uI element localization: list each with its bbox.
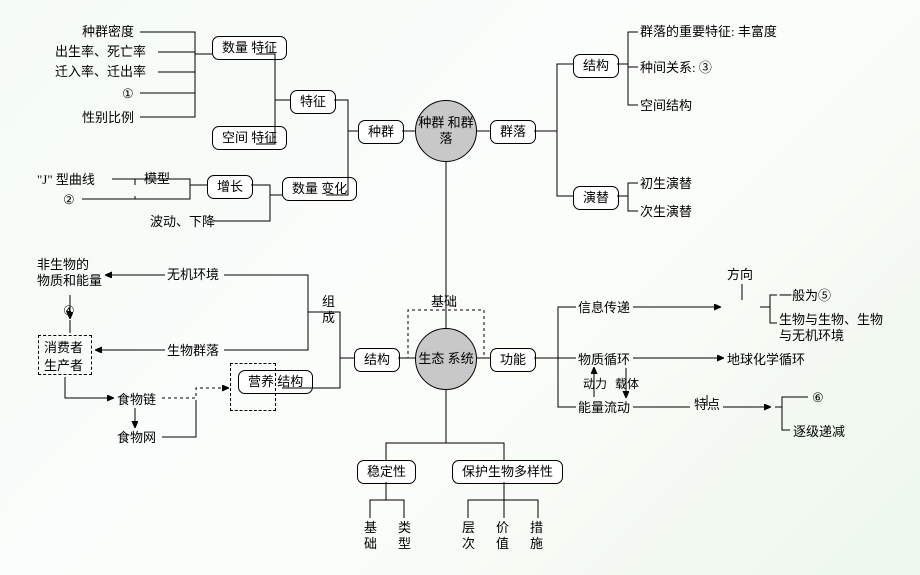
txt-c6: ⑥ [812, 390, 824, 406]
txt-zucheng: 组 成 [322, 294, 335, 327]
txt-bodong: 波动、下降 [150, 214, 215, 230]
txt-basis: 基 础 [364, 520, 377, 553]
txt-model: 模型 [144, 171, 170, 187]
node-wendingxing: 稳定性 [357, 460, 416, 484]
txt-levels: 层 次 [462, 520, 475, 553]
node-gongneng: 功能 [490, 348, 536, 372]
txt-rich: 群落的重要特征: 丰富度 [640, 24, 777, 40]
txt-tedian: 特点 [694, 397, 720, 413]
node-qunluo: 群落 [490, 120, 536, 144]
txt-dongli: 动力 [583, 377, 607, 392]
txt-c2: ② [63, 192, 75, 208]
txt-c4: ④ [63, 303, 75, 319]
txt-foodweb: 食物网 [117, 430, 156, 446]
txt-general: 一般为⑤ [779, 288, 831, 304]
txt-abiotic: 非生物的 物质和能量 [37, 257, 102, 290]
txt-c1: ① [122, 86, 134, 102]
txt-secondary: 次生演替 [640, 204, 692, 220]
txt-jcurve: "J" 型曲线 [37, 172, 95, 188]
txt-birth: 出生率、死亡率 [55, 44, 146, 60]
txt-abiotic-env: 无机环境 [167, 267, 219, 283]
node-baohu: 保护生物多样性 [452, 460, 563, 484]
node-zengzhang: 增长 [207, 175, 253, 199]
txt-direction: 方向 [727, 267, 753, 283]
node-shuliang-bianhua: 数量 变化 [282, 177, 357, 201]
txt-inter: 种间关系: ③ [640, 60, 712, 76]
txt-info: 信息传递 [578, 300, 630, 316]
node-zhongqun: 种群 [358, 120, 404, 144]
population-community-circle: 种群 和群落 [415, 100, 477, 162]
node-jiegou-l: 结构 [354, 348, 400, 372]
txt-biotic: 生物群落 [167, 343, 219, 359]
node-kongjian-tezhen: 空间 特征 [212, 126, 287, 150]
txt-matter: 物质循环 [578, 352, 630, 368]
node-yanti: 演替 [573, 186, 619, 210]
label: 种群 和群落 [416, 115, 476, 148]
txt-zaiti: 载体 [615, 377, 639, 392]
node-tezhen: 特征 [290, 90, 336, 114]
node-jiegou-r: 结构 [573, 54, 619, 78]
txt-value: 价 值 [496, 520, 509, 553]
dashed-consumer-producer [38, 335, 92, 375]
dashed-yingyang [230, 363, 276, 411]
txt-jichu: 基础 [431, 294, 457, 310]
txt-gender: 性别比例 [82, 110, 134, 126]
txt-space: 空间结构 [640, 98, 692, 114]
txt-measures: 措 施 [530, 520, 543, 553]
txt-energy: 能量流动 [578, 400, 630, 416]
txt-bio-abio: 生物与生物、生物 与无机环境 [779, 312, 883, 345]
txt-geochem: 地球化学循环 [727, 352, 805, 368]
txt-foodchain: 食物链 [117, 392, 156, 408]
txt-types: 类 型 [398, 520, 411, 553]
ecosystem-circle: 生态 系统 [415, 328, 477, 390]
txt-density: 种群密度 [82, 24, 134, 40]
txt-migrate: 迁入率、迁出率 [55, 64, 146, 80]
txt-primary: 初生演替 [640, 176, 692, 192]
txt-decrease: 逐级递减 [793, 424, 845, 440]
node-shuliang-tezhen: 数量 特征 [212, 36, 287, 60]
label: 生态 系统 [418, 351, 473, 367]
